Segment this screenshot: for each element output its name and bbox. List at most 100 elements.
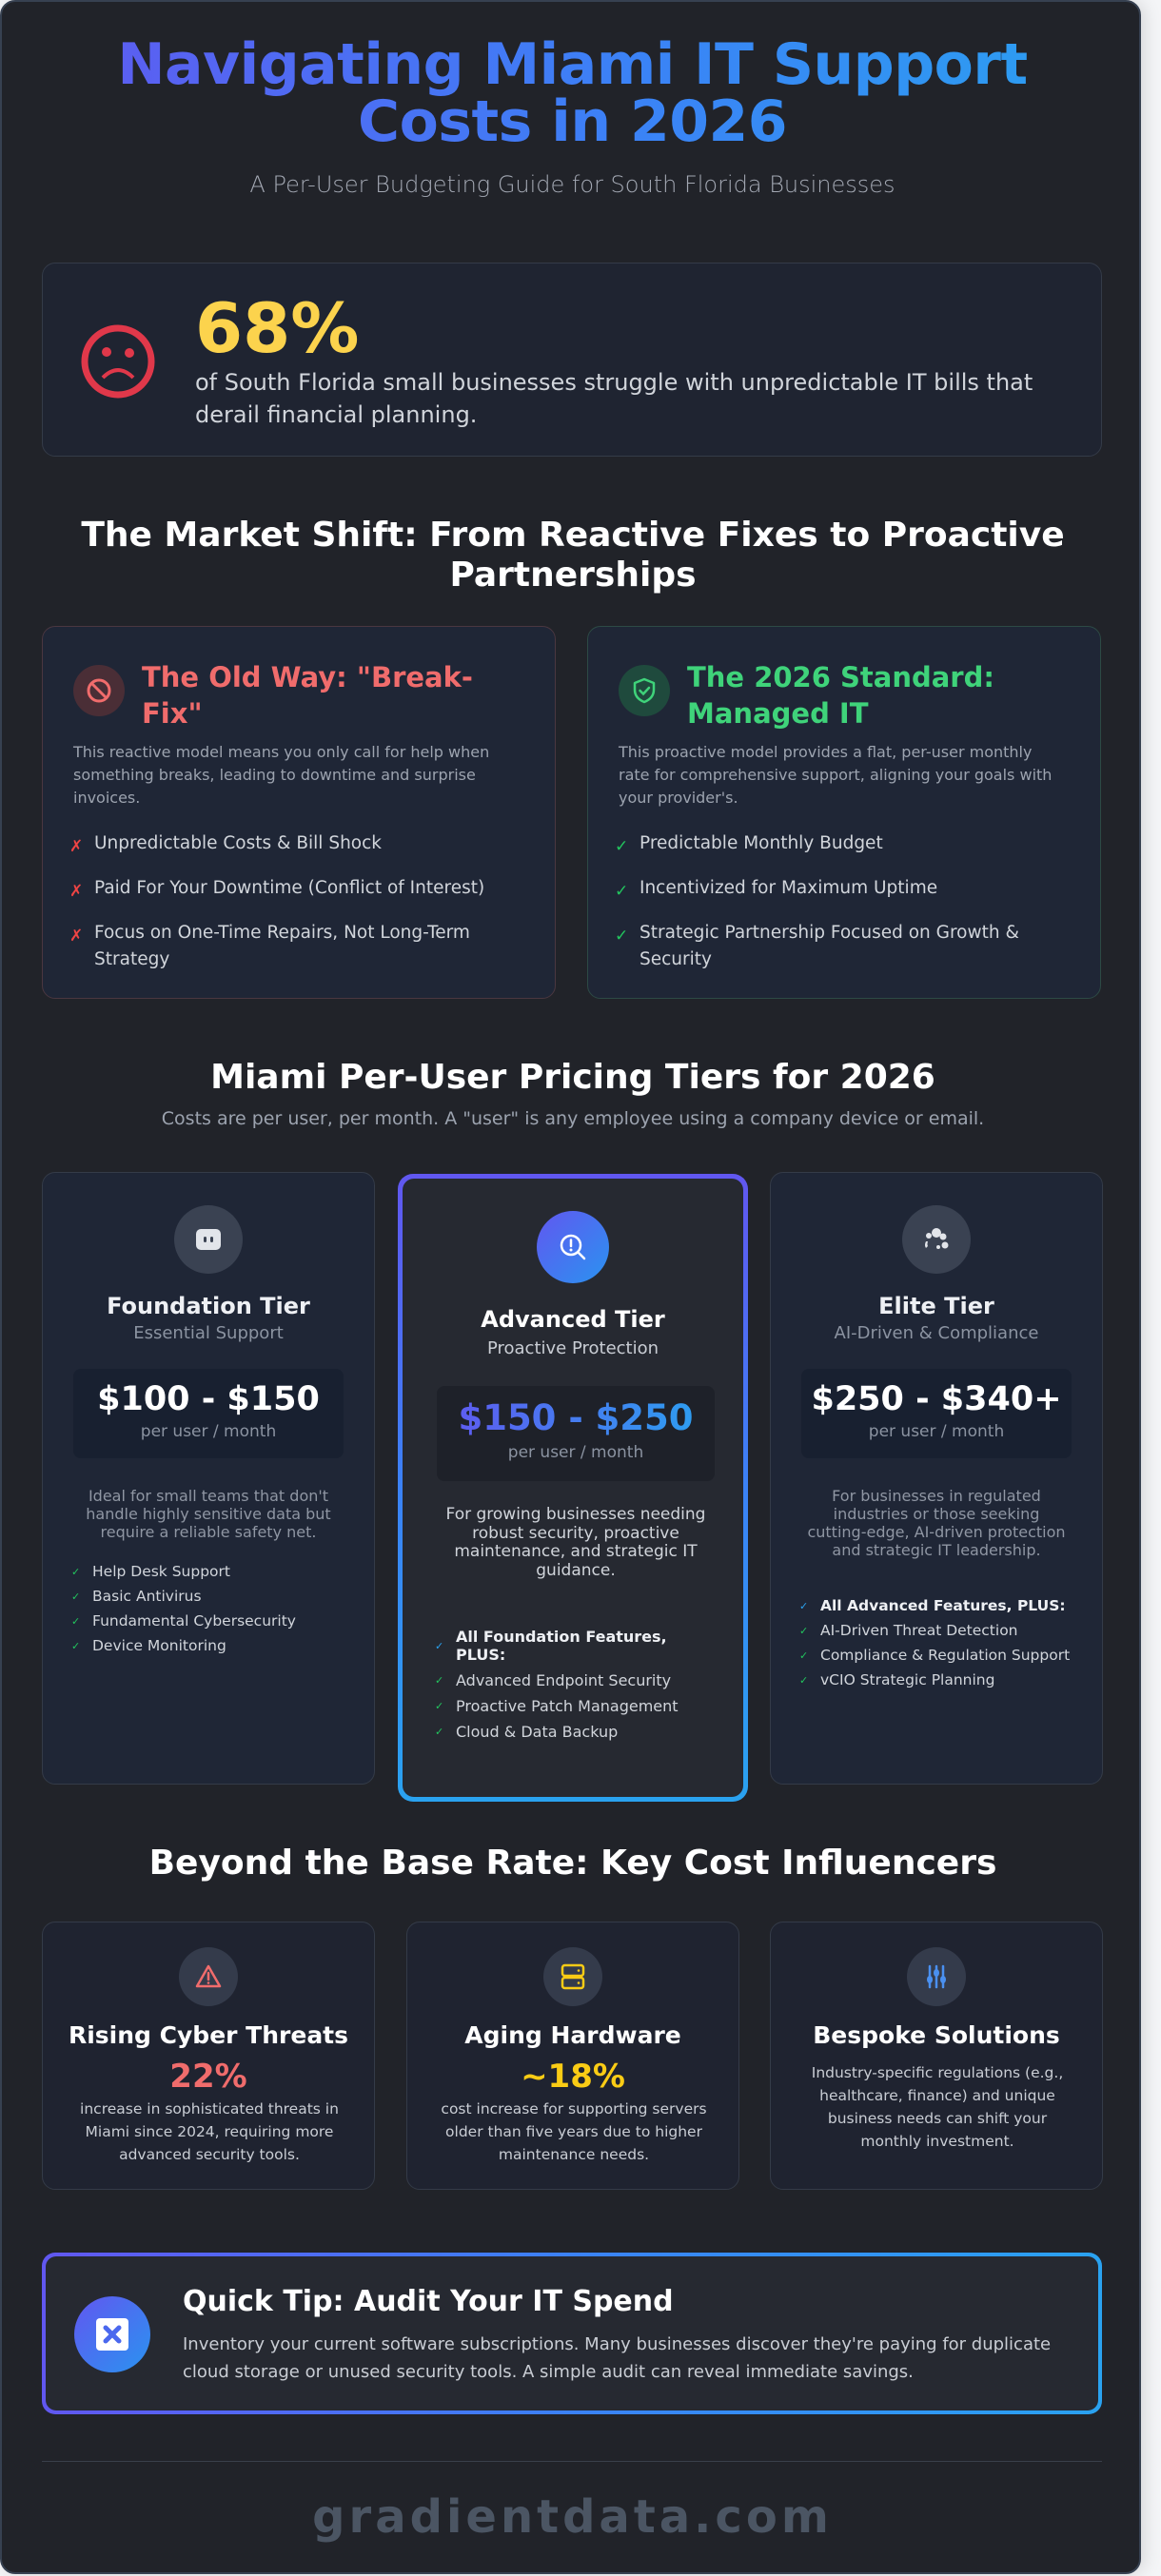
check-icon: ✓ <box>435 1674 444 1687</box>
check-icon: ✓ <box>799 1600 809 1612</box>
influencer-text: Industry-specific regulations (e.g., hea… <box>811 2064 1064 2150</box>
feature-item: ✓ Compliance & Regulation Support <box>799 1647 1071 1664</box>
tier-price: $150 - $250 <box>437 1397 715 1438</box>
x-mark-icon: ✗ <box>69 837 84 856</box>
managed-it-description: This proactive model provides a flat, pe… <box>619 743 1053 807</box>
old-way-card: The Old Way: "Break-Fix" This reactive m… <box>42 626 556 999</box>
managed-it-list: ✓ Predictable Monthly Budget ✓ Incentivize… <box>615 830 1072 988</box>
old-way-title: The Old Way: "Break-Fix" <box>142 661 473 730</box>
tier-description: For businesses in regulated industries o… <box>807 1487 1066 1559</box>
influencer-title: Rising Cyber Threats <box>68 2021 349 2049</box>
sliders-icon <box>907 1947 966 2006</box>
close-box-icon <box>74 2296 150 2372</box>
tier-name: Foundation Tier <box>107 1293 310 1319</box>
managed-it-title: The 2026 Standard: Managed IT <box>687 661 994 730</box>
influencers-title: Beyond the Base Rate: Key Cost Influence… <box>148 1844 997 1883</box>
feature-item-plus: ✓ All Advanced Features, PLUS: <box>799 1597 1066 1614</box>
prohibited-icon <box>73 665 125 716</box>
tip-text: Inventory your current software subscrip… <box>183 2334 1052 2382</box>
page-title: Navigating Miami IT Support Costs in 202… <box>2 36 1143 150</box>
market-shift-title: The Market Shift: From Reactive Fixes to… <box>81 516 1065 595</box>
price-box: $100 - $150 per user / month <box>73 1369 344 1458</box>
feature-item: ✓ Cloud & Data Backup <box>435 1723 619 1741</box>
check-icon: ✓ <box>71 1566 81 1578</box>
tier-card-foundation: Foundation Tier Essential Support $100 -… <box>42 1172 375 1785</box>
pricing-title: Miami Per-User Pricing Tiers for 2026 <box>210 1058 935 1097</box>
x-mark-icon: ✗ <box>69 882 84 901</box>
check-icon: ✓ <box>435 1700 444 1712</box>
check-icon: ✓ <box>615 837 629 856</box>
influencer-card-aging-hardware: Aging Hardware ~18% cost increase for su… <box>406 1922 739 2190</box>
influencer-text: increase in sophisticated threats in Mia… <box>80 2100 339 2163</box>
pricing-subtitle: Costs are per user, per month. A "user" … <box>161 1108 985 1129</box>
managed-it-card: The 2026 Standard: Managed IT This proac… <box>587 626 1101 999</box>
feature-item: ✓ Advanced Endpoint Security <box>435 1671 672 1689</box>
footer-divider <box>42 2461 1102 2462</box>
influencer-card-bespoke-solutions: Bespoke Solutions Industry-specific regu… <box>770 1922 1103 2190</box>
influencer-title: Aging Hardware <box>464 2021 681 2049</box>
feature-item: ✓ Proactive Patch Management <box>435 1697 679 1715</box>
quick-tip-card: Quick Tip: Audit Your IT Spend Inventory… <box>42 2253 1102 2414</box>
list-item: ✗ Focus on One-Time Repairs, Not Long-Ter… <box>69 920 526 973</box>
price-box: $150 - $250 per user / month <box>437 1386 715 1481</box>
list-item: ✗ Paid For Your Downtime (Conflict of Int… <box>69 875 526 905</box>
tier-features: ✓ All Foundation Features, PLUS: ✓ Advance… <box>435 1628 720 1748</box>
shield-check-icon <box>619 665 670 716</box>
check-icon: ✓ <box>615 882 629 901</box>
check-icon: ✓ <box>799 1625 809 1637</box>
tip-title: Quick Tip: Audit Your IT Spend <box>183 2285 674 2318</box>
tier-tagline: AI-Driven & Compliance <box>834 1323 1039 1343</box>
feature-item: ✓ Basic Antivirus <box>71 1588 202 1605</box>
price-box: $250 - $340+ per user / month <box>801 1369 1072 1458</box>
check-icon: ✓ <box>799 1674 809 1687</box>
tier-tagline: Essential Support <box>133 1323 284 1343</box>
influencer-value: 22% <box>169 2058 247 2096</box>
stat-description: of South Florida small businesses strugg… <box>195 369 1033 428</box>
check-icon: ✓ <box>71 1615 81 1628</box>
price-unit: per user / month <box>868 1422 1005 1441</box>
tier-name: Advanced Tier <box>481 1306 665 1333</box>
tier-tagline: Proactive Protection <box>486 1338 659 1358</box>
sad-face-icon <box>81 324 155 399</box>
x-mark-icon: ✗ <box>69 927 84 946</box>
tier-features: ✓ Help Desk Support ✓ Basic Antivirus ✓ Fun… <box>71 1563 357 1662</box>
feature-item: ✓ vCIO Strategic Planning <box>799 1671 995 1688</box>
check-icon: ✓ <box>615 927 629 946</box>
list-item: ✓ Predictable Monthly Budget <box>615 830 1072 860</box>
influencer-title: Bespoke Solutions <box>813 2021 1060 2049</box>
check-icon: ✓ <box>71 1590 81 1603</box>
check-icon: ✓ <box>435 1726 444 1738</box>
feature-item-plus: ✓ All Foundation Features, PLUS: <box>435 1628 667 1664</box>
price-unit: per user / month <box>507 1443 644 1462</box>
feature-item: ✓ Help Desk Support <box>71 1563 230 1580</box>
tier-name: Elite Tier <box>878 1293 994 1319</box>
robot-face-icon <box>174 1205 243 1274</box>
price-unit: per user / month <box>140 1422 277 1441</box>
check-icon: ✓ <box>435 1639 444 1652</box>
tier-price: $250 - $340+ <box>811 1380 1062 1418</box>
list-item: ✓ Incentivized for Maximum Uptime <box>615 875 1072 905</box>
stat-card: 68% of South Florida small businesses st… <box>42 263 1102 457</box>
page-subtitle: A Per-User Budgeting Guide for South Flo… <box>249 171 895 198</box>
feature-item: ✓ Device Monitoring <box>71 1637 226 1654</box>
feature-item: ✓ Fundamental Cybersecurity <box>71 1612 296 1630</box>
warning-triangle-icon <box>179 1947 238 2006</box>
server-icon <box>543 1947 602 2006</box>
check-icon: ✓ <box>71 1640 81 1652</box>
list-item: ✓ Strategic Partnership Focused on Growth… <box>615 920 1072 973</box>
old-way-list: ✗ Unpredictable Costs & Bill Shock ✗ Paid … <box>69 830 526 988</box>
tier-card-advanced: Advanced Tier Proactive Protection $150 … <box>398 1174 748 1802</box>
list-item: ✗ Unpredictable Costs & Bill Shock <box>69 830 526 860</box>
tier-description: For growing businesses needing robust se… <box>445 1505 706 1580</box>
search-alert-icon <box>537 1211 609 1283</box>
check-icon: ✓ <box>799 1649 809 1662</box>
tier-price: $100 - $150 <box>97 1380 320 1418</box>
influencer-value: ~18% <box>521 2058 625 2096</box>
tier-features: ✓ All Advanced Features, PLUS: ✓ AI-Driven… <box>799 1597 1085 1696</box>
tier-card-elite: Elite Tier AI-Driven & Compliance $250 -… <box>770 1172 1103 1785</box>
old-way-description: This reactive model means you only call … <box>73 743 490 807</box>
tier-description: Ideal for small teams that don't handle … <box>86 1487 331 1541</box>
influencer-text: cost increase for supporting servers old… <box>441 2100 707 2163</box>
footer-brand: gradientdata.com <box>312 2490 833 2544</box>
